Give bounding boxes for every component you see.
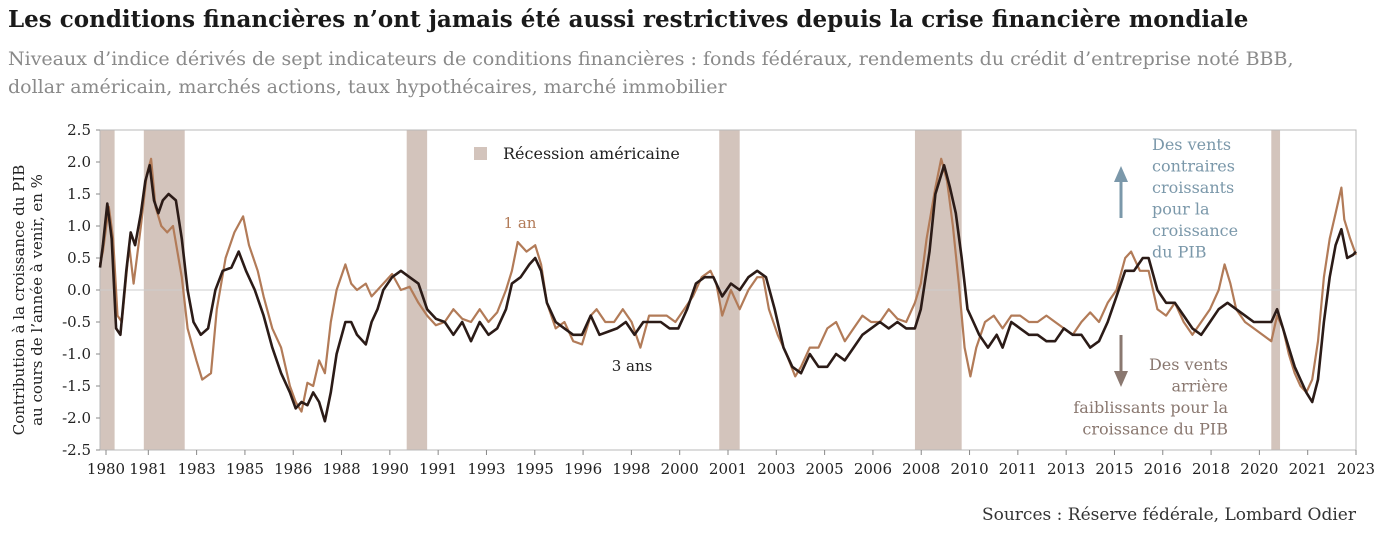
x-tick-label: 2000 <box>661 460 699 478</box>
x-tick-label: 2008 <box>902 460 940 478</box>
chart-title: Les conditions financières n’ont jamais … <box>8 6 1249 33</box>
x-tick-label: 1993 <box>467 460 505 478</box>
tailwinds-annotation-line: Des vents <box>1149 355 1228 374</box>
series-label-3-ans: 3 ans <box>612 357 653 375</box>
y-tick-label: -0.5 <box>62 313 91 331</box>
legend-recession-swatch <box>474 147 487 160</box>
x-tick-label: 1981 <box>129 460 167 478</box>
x-tick-label: 2023 <box>1337 460 1375 478</box>
subtitle-line-2: dollar américain, marchés actions, taux … <box>8 76 727 98</box>
headwinds-annotation-line: contraires <box>1152 157 1235 176</box>
x-tick-label: 2013 <box>1047 460 1085 478</box>
series-label-1-an: 1 an <box>504 214 537 232</box>
tailwinds-annotation-line: faiblissants pour la <box>1073 398 1228 417</box>
x-tick-label: 2018 <box>1192 460 1230 478</box>
subtitle-line-1: Niveaux d’indice dérivés de sept indicat… <box>8 48 1294 70</box>
tailwinds-annotation-line: arrière <box>1171 377 1228 396</box>
x-tick-label: 2006 <box>854 460 892 478</box>
y-tick-label: -1.5 <box>62 377 91 395</box>
x-tick-label: 2005 <box>806 460 844 478</box>
y-tick-label: -2.5 <box>62 441 91 459</box>
x-tick-label: 1980 <box>87 460 125 478</box>
x-tick-label: 1985 <box>226 460 264 478</box>
x-tick-label: 1991 <box>419 460 457 478</box>
headwinds-annotation-line: croissance <box>1152 221 1238 240</box>
x-tick-label: 1986 <box>274 460 312 478</box>
x-tick-label: 1983 <box>178 460 216 478</box>
y-tick-label: 2.5 <box>67 121 91 139</box>
x-tick-label: 1998 <box>612 460 650 478</box>
x-tick-label: 2020 <box>1240 460 1278 478</box>
x-tick-label: 1990 <box>371 460 409 478</box>
y-tick-label: 0.0 <box>67 281 91 299</box>
x-tick-label: 2010 <box>950 460 988 478</box>
x-tick-label: 2003 <box>757 460 795 478</box>
x-tick-label: 2011 <box>999 460 1037 478</box>
y-tick-label: -1.0 <box>62 345 91 363</box>
headwinds-annotation-line: pour la <box>1152 200 1210 219</box>
chart-subtitle: Niveaux d’indice dérivés de sept indicat… <box>8 45 1378 101</box>
x-tick-label: 2016 <box>1144 460 1182 478</box>
headwinds-annotation-line: du PIB <box>1152 243 1206 262</box>
down-arrow-icon <box>1114 371 1128 387</box>
y-tick-label: -2.0 <box>62 409 91 427</box>
x-tick-label: 2021 <box>1289 460 1327 478</box>
x-tick-label: 1988 <box>322 460 360 478</box>
headwinds-annotation-line: Des vents <box>1152 135 1231 154</box>
x-tick-label: 2001 <box>709 460 747 478</box>
y-tick-label: 1.0 <box>67 217 91 235</box>
headwinds-annotation-line: croissants <box>1152 178 1234 197</box>
x-tick-label: 2015 <box>1095 460 1133 478</box>
up-arrow-icon <box>1114 166 1128 182</box>
y-tick-label: 2.0 <box>67 153 91 171</box>
y-tick-label: 0.5 <box>67 249 91 267</box>
tailwinds-annotation-line: croissance du PIB <box>1082 420 1228 439</box>
source-note: Sources : Réserve fédérale, Lombard Odie… <box>981 505 1356 525</box>
y-tick-label: 1.5 <box>67 185 91 203</box>
legend-recession-label: Récession américaine <box>503 144 680 163</box>
series-line-3-ans <box>98 163 1357 423</box>
x-tick-label: 1996 <box>564 460 602 478</box>
x-tick-label: 1995 <box>516 460 554 478</box>
